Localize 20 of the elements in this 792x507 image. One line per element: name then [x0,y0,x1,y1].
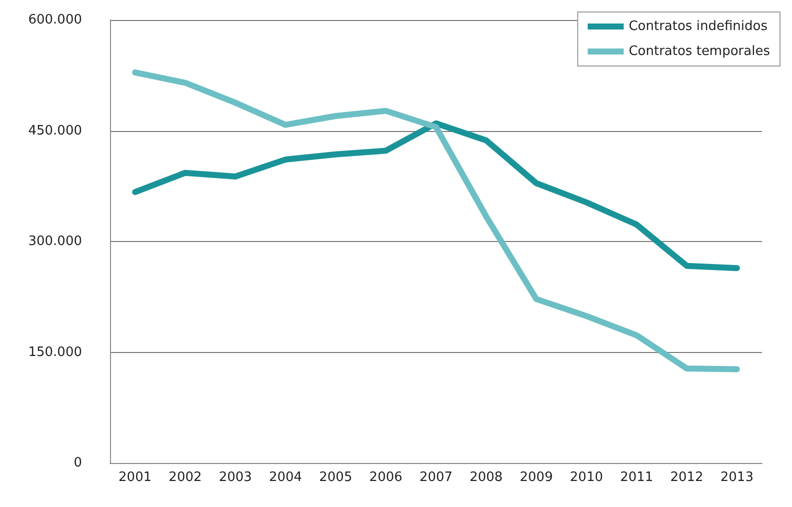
legend-label: Contratos temporales [628,44,770,59]
x-tick-label: 2010 [570,470,604,485]
x-tick-label: 2004 [268,470,302,485]
x-tick-label: 2001 [118,470,152,485]
x-tick-label: 2012 [670,470,704,485]
y-tick-label: 600.000 [28,12,82,28]
x-tick-label: 2011 [620,470,654,485]
x-tick-label: 2009 [520,470,553,485]
x-tick-label: 2002 [168,470,202,485]
y-tick-label: 450.000 [28,123,82,138]
y-tick-label: 300.000 [28,234,82,249]
x-tick-label: 2008 [470,470,503,485]
x-tick-label: 2006 [369,470,402,485]
y-tick-label: 0 [74,456,82,470]
legend-label: Contratos indefinidos [628,19,768,34]
x-tick-label: 2005 [319,470,352,485]
x-tick-label: 2013 [720,470,754,485]
x-tick-label: 2003 [218,470,252,485]
x-tick-label: 2007 [419,470,453,485]
y-tick-label: 150.000 [28,344,82,360]
